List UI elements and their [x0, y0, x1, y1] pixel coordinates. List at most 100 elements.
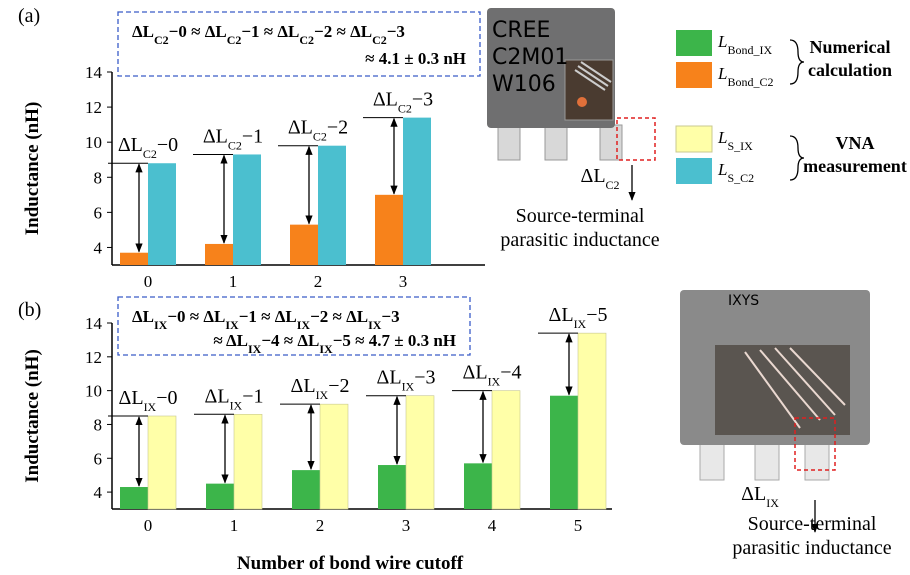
difference-label: ΔLC2−0	[118, 134, 178, 161]
text-part: ΔL	[290, 375, 315, 397]
text-part: −2	[328, 375, 349, 397]
photo-b	[680, 290, 870, 481]
legend-name: L	[717, 32, 727, 51]
text-part: ΔL	[204, 385, 229, 407]
y-tick-label: 4	[94, 483, 103, 502]
subscript: C2	[299, 33, 314, 47]
brace	[789, 135, 805, 181]
y-axis-label: Inductance (nH)	[22, 102, 43, 236]
bar	[148, 163, 176, 265]
bar	[233, 154, 261, 265]
subscript: S_IX	[727, 139, 753, 153]
equation-line: ≈ ΔLIX−4 ≈ ΔLIX−5 ≈ 4.7 ± 0.3 nH	[213, 331, 456, 356]
equation-line: ≈ 4.1 ± 0.3 nH	[365, 49, 466, 68]
legend-name: L	[717, 128, 727, 147]
subscript: C2	[143, 147, 157, 161]
text-part: ΔL	[132, 307, 154, 326]
legend-swatch	[676, 62, 712, 88]
x-tick-label: 1	[230, 516, 239, 535]
x-tick-label: 3	[402, 516, 411, 535]
text-part: ΔL	[462, 362, 487, 384]
bar	[375, 194, 403, 265]
equation-box	[117, 296, 471, 356]
difference-label: ΔLIX−2	[290, 375, 349, 402]
text-part: −4 ≈ ΔL	[261, 331, 319, 350]
subscript: IX	[316, 388, 329, 402]
x-axis-label: Number of bond wire cutoff	[237, 553, 464, 574]
equation-box	[117, 11, 481, 77]
subscript: IX	[488, 375, 501, 389]
x-tick-label: 2	[316, 516, 325, 535]
text-part: −1	[242, 385, 263, 407]
legend-group-label: calculation	[808, 60, 892, 80]
text-part: −2	[327, 117, 348, 139]
brace	[789, 39, 805, 85]
package-marking: IXYS	[728, 293, 759, 309]
subscript: IX	[402, 380, 415, 394]
bar	[318, 145, 346, 265]
bar	[290, 224, 318, 265]
subscript: IX	[225, 318, 239, 332]
legend-swatch	[676, 158, 712, 184]
text-part: ΔL	[288, 117, 313, 139]
legend-label: LBond_C2	[717, 64, 773, 89]
subscript: C2	[606, 178, 620, 192]
bar	[319, 403, 349, 510]
legend-group-label: measurement	[803, 156, 907, 176]
text-part: −3	[381, 307, 399, 326]
photo-delta-label: ΔLIX	[741, 483, 779, 510]
subscript: Bond_C2	[727, 75, 773, 89]
text-part: −1 ≈ ΔL	[239, 307, 297, 326]
y-tick-label: 8	[94, 415, 103, 434]
bar	[464, 463, 492, 509]
bar	[205, 243, 233, 265]
text-part: ≈ ΔL	[213, 331, 248, 350]
subscript: IX	[297, 318, 311, 332]
x-tick-label: 4	[488, 516, 497, 535]
legend-name: L	[717, 64, 727, 83]
legend-label: LBond_IX	[717, 32, 772, 57]
subscript: IX	[574, 317, 587, 331]
legend-label: LS_C2	[717, 160, 754, 185]
subscript: IX	[230, 398, 243, 412]
panel-label: (a)	[18, 5, 40, 27]
difference-label: ΔLIX−1	[204, 385, 263, 412]
difference-label: ΔLC2−1	[203, 125, 263, 152]
difference-label: ΔLIX−0	[118, 387, 177, 414]
y-tick-label: 12	[85, 98, 102, 117]
subscript: IX	[144, 400, 157, 414]
x-tick-label: 2	[314, 272, 323, 291]
text-part: ΔL	[132, 22, 154, 41]
package-marking: W106	[492, 72, 556, 97]
text-part: −0 ≈ ΔL	[169, 22, 227, 41]
text-part: −0	[156, 387, 177, 409]
subscript: C2	[154, 33, 169, 47]
package-marking: C2M01	[492, 45, 568, 70]
text-part: −0 ≈ ΔL	[167, 307, 225, 326]
text-part: ≈ 4.1 ± 0.3 nH	[365, 49, 466, 68]
text-part: −3	[412, 89, 433, 111]
equation-line: ΔLC2−0 ≈ ΔLC2−1 ≈ ΔLC2−2 ≈ ΔLC2−3	[132, 22, 405, 47]
bar	[405, 395, 435, 510]
bar	[120, 487, 148, 509]
legend-name: L	[717, 160, 727, 179]
bar	[206, 483, 234, 509]
text-part: ΔL	[118, 134, 143, 156]
subscript: C2	[372, 33, 387, 47]
legend-group-label: VNA	[836, 133, 875, 153]
text-part: −3	[414, 367, 435, 389]
bar	[550, 395, 578, 509]
difference-label: ΔLC2−3	[373, 89, 433, 116]
difference-label: ΔLC2−2	[288, 117, 348, 144]
bar	[378, 465, 406, 509]
subscript: IX	[766, 496, 779, 510]
subscript: C2	[227, 33, 242, 47]
text-part: ΔL	[741, 483, 766, 505]
subscript: C2	[398, 102, 412, 116]
photo-delta-label: ΔLC2	[580, 165, 619, 192]
subscript: C2	[313, 130, 327, 144]
y-tick-label: 4	[94, 238, 103, 257]
subscript: C2	[228, 138, 242, 152]
bar	[403, 117, 431, 265]
